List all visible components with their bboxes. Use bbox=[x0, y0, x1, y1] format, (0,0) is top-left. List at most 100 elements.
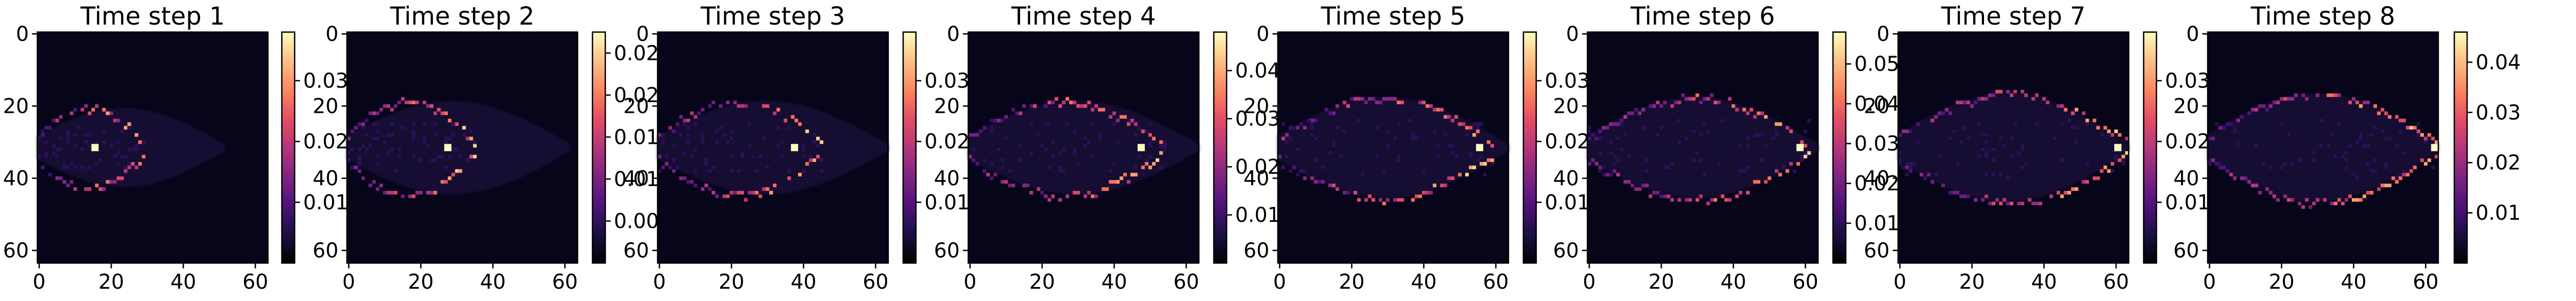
heatmap-cell bbox=[1361, 173, 1364, 176]
heatmap-cell bbox=[816, 144, 820, 148]
heatmap-cell bbox=[1112, 162, 1116, 166]
heatmap-cell bbox=[1134, 173, 1138, 176]
heatmap-cell bbox=[2218, 165, 2222, 169]
x-tick-label: 40 bbox=[170, 270, 196, 294]
colorbar: 0.01 0.02 0.03 bbox=[1522, 31, 1590, 264]
heatmap-cell bbox=[1703, 173, 1706, 176]
heatmap-cell bbox=[1433, 129, 1436, 133]
heatmap-cell bbox=[1314, 119, 1318, 122]
heatmap-cell bbox=[1778, 173, 1782, 176]
heatmap-cell bbox=[1411, 133, 1415, 137]
heatmap-cell bbox=[686, 140, 690, 144]
heatmap-cell bbox=[55, 119, 59, 122]
y-tick-label: 0 bbox=[2186, 22, 2199, 45]
heatmap-cell bbox=[1137, 155, 1141, 159]
heatmap-cell bbox=[1076, 104, 1080, 108]
heatmap-cell bbox=[993, 119, 997, 122]
heatmap-cell bbox=[408, 101, 412, 104]
x-tick-label: 0 bbox=[2203, 270, 2216, 294]
heatmap-cell bbox=[1433, 183, 1436, 188]
heatmap-cell bbox=[98, 158, 102, 162]
x-tick-label: 60 bbox=[2103, 270, 2129, 294]
heatmap-cell bbox=[776, 107, 780, 112]
heatmap-cell bbox=[1382, 97, 1386, 101]
heatmap-cell bbox=[2388, 183, 2392, 188]
heatmap-cell bbox=[805, 129, 809, 133]
heatmap-cell bbox=[1739, 169, 1743, 173]
colorbar-gradient bbox=[1833, 32, 1846, 263]
heatmap-cell bbox=[376, 136, 380, 141]
colorbar: 0.01 0.02 0.03 bbox=[2143, 31, 2210, 264]
heatmap-cell bbox=[2208, 158, 2211, 162]
heatmap-cell bbox=[127, 126, 131, 130]
heatmap-cell bbox=[2402, 173, 2406, 176]
heatmap-cell bbox=[116, 162, 121, 166]
heatmap-cell bbox=[1656, 191, 1660, 195]
heatmap-cell bbox=[2020, 144, 2025, 148]
heatmap-cell bbox=[819, 169, 824, 173]
heatmap-cell bbox=[451, 148, 455, 151]
heatmap-peak-cell bbox=[2431, 144, 2438, 151]
heatmap-cell bbox=[1022, 104, 1026, 108]
colorbar-gradient bbox=[282, 32, 295, 263]
heatmap-cell bbox=[113, 119, 117, 122]
heatmap-cell bbox=[393, 191, 398, 195]
x-tick-label: 0 bbox=[963, 270, 976, 294]
x-tick-label: 0 bbox=[1583, 270, 1595, 294]
heatmap-cell bbox=[983, 126, 986, 130]
heatmap-cell bbox=[372, 111, 376, 115]
heatmap-cell bbox=[386, 151, 390, 155]
heatmap-cell bbox=[1695, 198, 1700, 202]
heatmap-cell bbox=[1487, 140, 1491, 144]
heatmap-cell bbox=[1101, 107, 1105, 112]
heatmap-cell bbox=[1480, 122, 1483, 126]
heatmap-cell bbox=[2233, 176, 2237, 180]
heatmap-cell bbox=[1699, 194, 1703, 198]
heatmap-cell bbox=[2247, 180, 2251, 184]
heatmap-cell bbox=[2297, 202, 2302, 205]
heatmap-cell bbox=[780, 140, 784, 144]
heatmap-cell bbox=[2020, 90, 2025, 94]
heatmap-cell bbox=[1163, 144, 1167, 148]
heatmap-cell bbox=[1992, 148, 1996, 151]
colorbar-tick-label: 0.01 bbox=[1545, 190, 1590, 214]
heatmap-cell bbox=[120, 155, 124, 159]
heatmap-cell bbox=[1898, 133, 1902, 137]
heatmap-cell bbox=[1695, 93, 1700, 97]
y-tick-label: 40 bbox=[934, 166, 960, 190]
heatmap-cell bbox=[744, 104, 748, 108]
y-tick-label: 40 bbox=[313, 166, 338, 190]
heatmap-cell bbox=[1429, 104, 1433, 108]
heatmap-cell bbox=[55, 155, 59, 159]
heatmap-cell bbox=[1913, 162, 1916, 166]
heatmap-cell bbox=[2125, 136, 2129, 141]
heatmap-cell bbox=[1985, 155, 1988, 159]
heatmap-cell bbox=[787, 176, 791, 180]
heatmap-cell bbox=[41, 165, 45, 169]
heatmap-cell bbox=[44, 155, 49, 159]
heatmap-cell bbox=[2215, 122, 2219, 126]
heatmap-cell bbox=[386, 191, 390, 195]
heatmap-cell bbox=[715, 129, 719, 133]
heatmap-cell bbox=[401, 126, 405, 130]
heatmap-cell bbox=[1336, 104, 1339, 108]
heatmap-cell bbox=[1648, 104, 1653, 108]
heatmap-cell bbox=[979, 129, 983, 133]
heatmap-cell bbox=[2251, 183, 2255, 188]
heatmap-cell bbox=[1963, 194, 1967, 198]
heatmap-cell bbox=[1051, 194, 1055, 198]
heatmap-cell bbox=[66, 140, 70, 144]
heatmap-cell bbox=[1627, 155, 1631, 159]
x-tick-label: 40 bbox=[791, 270, 816, 294]
heatmap-cell bbox=[1660, 104, 1663, 108]
heatmap-cell bbox=[2384, 183, 2388, 188]
heatmap-cell bbox=[2312, 151, 2316, 155]
heatmap-cell bbox=[1720, 119, 1725, 122]
heatmap-cell bbox=[1134, 133, 1138, 137]
heatmap-cell bbox=[2384, 162, 2388, 166]
heatmap-cell bbox=[1000, 180, 1005, 184]
heatmap-cell bbox=[1317, 180, 1321, 184]
heatmap-cell bbox=[773, 183, 777, 188]
heatmap-cell bbox=[1663, 165, 1667, 169]
heatmap-cell bbox=[1408, 119, 1411, 122]
